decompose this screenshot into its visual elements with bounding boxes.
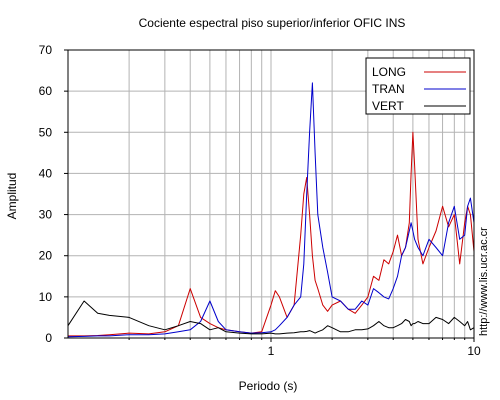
legend-box [365, 57, 471, 115]
y-tick-label: 0 [45, 331, 52, 345]
y-tick-label: 20 [39, 249, 53, 263]
series-vert-line [67, 300, 475, 335]
series-long-line [68, 131, 475, 337]
y-tick-label: 60 [39, 84, 53, 98]
legend-label-tran: TRAN [372, 82, 405, 96]
axis-ticks: 0 10 20 30 40 50 60 70 1 10 [39, 43, 481, 358]
series-tran-line [67, 82, 475, 338]
legend-label-vert: VERT [372, 99, 404, 113]
x-axis-label: Periodo (s) [239, 379, 298, 393]
x-tick-label: 1 [268, 344, 275, 358]
y-tick-label: 40 [39, 166, 53, 180]
legend-label-long: LONG [372, 65, 406, 79]
source-url: http://www.lis.ucr.ac.cr [478, 227, 490, 336]
y-tick-label: 70 [39, 43, 53, 57]
chart-title: Cociente espectral piso superior/inferio… [139, 16, 406, 30]
x-tick-label: 10 [467, 344, 481, 358]
legend: LONG TRAN VERT [365, 57, 471, 115]
y-tick-label: 30 [39, 208, 53, 222]
y-tick-label: 10 [39, 290, 53, 304]
y-axis-label: Amplitud [5, 173, 19, 220]
series-layer [67, 82, 475, 338]
y-tick-label: 50 [39, 125, 53, 139]
